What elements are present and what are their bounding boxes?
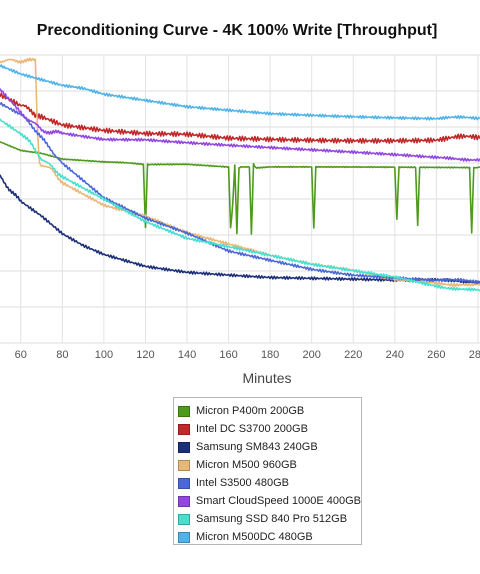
legend-label: Micron M500DC 480GB	[196, 531, 313, 543]
x-tick-label: 180	[261, 349, 279, 361]
legend-item: Samsung SSD 840 Pro 512GB	[178, 510, 361, 528]
legend-label: Intel S3500 480GB	[196, 477, 289, 489]
x-tick-label: 60	[15, 349, 27, 361]
x-tick-label: 120	[136, 349, 154, 361]
legend-item: Intel S3500 480GB	[178, 474, 361, 492]
series-line	[0, 118, 480, 292]
series-line	[0, 174, 480, 285]
legend-item: Samsung SM843 240GB	[178, 438, 361, 456]
legend-swatch	[178, 477, 190, 489]
x-axis-ticks: 60 80 100 120 140 160 180 200 220 240 260 280	[15, 349, 480, 361]
legend-swatch	[178, 495, 190, 507]
chart-title: Preconditioning Curve - 4K 100% Write [T…	[37, 22, 438, 39]
series-line	[0, 88, 480, 162]
legend-swatch	[178, 405, 190, 417]
legend-swatch	[178, 423, 190, 435]
series-line	[0, 64, 480, 121]
series-line	[0, 92, 480, 144]
grid	[0, 54, 480, 344]
x-tick-label: 140	[178, 349, 196, 361]
series-layer	[0, 57, 480, 292]
x-tick-label: 200	[303, 349, 321, 361]
x-tick-label: 160	[219, 349, 237, 361]
x-tick-label: 260	[427, 349, 445, 361]
x-tick-label: 280	[469, 349, 480, 361]
legend: Micron P400m 200GB Intel DC S3700 200GB Sa…	[173, 397, 362, 545]
legend-swatch	[178, 531, 190, 543]
legend-item: Micron M500DC 480GB	[178, 528, 361, 546]
x-tick-label: 220	[344, 349, 362, 361]
legend-label: Micron P400m 200GB	[196, 405, 305, 417]
x-tick-label: 240	[386, 349, 404, 361]
legend-label: Samsung SM843 240GB	[196, 441, 318, 453]
legend-item: Micron M500 960GB	[178, 456, 361, 474]
legend-label: Micron M500 960GB	[196, 459, 297, 471]
x-tick-label: 80	[56, 349, 68, 361]
legend-item: Intel DC S3700 200GB	[178, 420, 361, 438]
legend-swatch	[178, 441, 190, 453]
legend-swatch	[178, 513, 190, 525]
x-axis-label: Minutes	[242, 370, 291, 386]
legend-item: Micron P400m 200GB	[178, 402, 361, 420]
legend-label: Smart CloudSpeed 1000E 400GB	[195, 495, 361, 507]
legend-item: Smart CloudSpeed 1000E 400GB	[178, 492, 361, 510]
series-line	[0, 101, 480, 285]
series-line	[0, 140, 480, 235]
legend-label: Samsung SSD 840 Pro 512GB	[196, 513, 348, 525]
legend-swatch	[178, 459, 190, 471]
x-tick-label: 100	[95, 349, 113, 361]
legend-label: Intel DC S3700 200GB	[196, 423, 308, 435]
